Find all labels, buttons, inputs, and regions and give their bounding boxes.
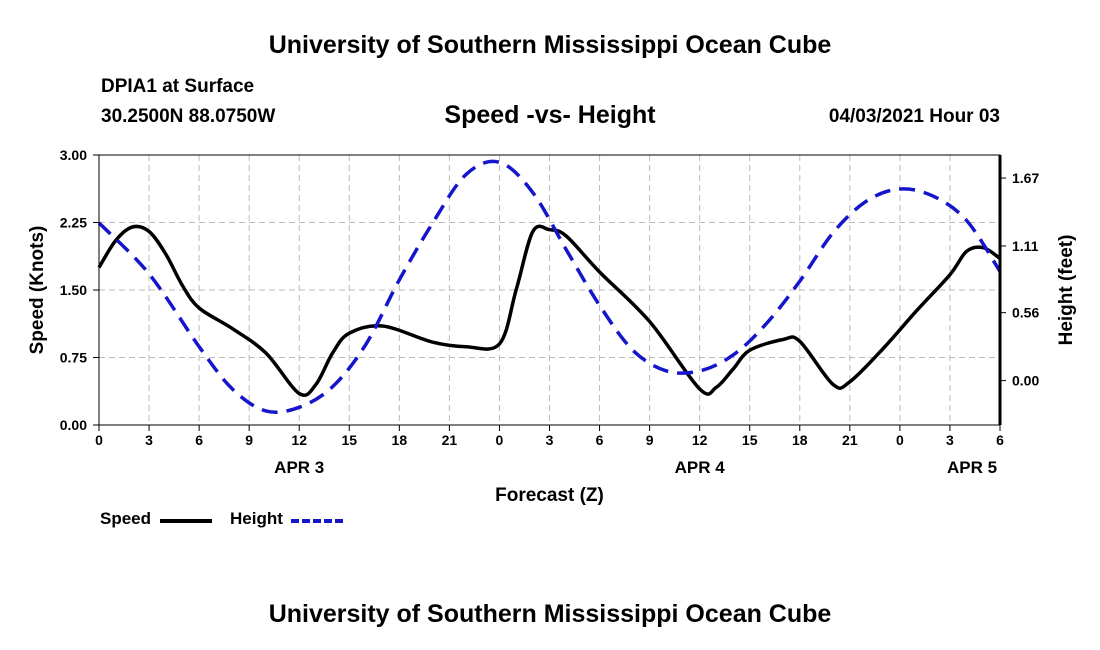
x-axis-label: Forecast (Z) bbox=[495, 485, 604, 506]
x-tick-label: 12 bbox=[692, 432, 708, 448]
series-lines bbox=[97, 159, 1002, 414]
legend-height-label: Height bbox=[230, 509, 283, 528]
coordinates-label: 30.2500N 88.0750W bbox=[101, 106, 276, 127]
x-tick-label: 6 bbox=[195, 432, 203, 448]
y2-tick-label: 1.11 bbox=[1012, 238, 1039, 254]
x-tick-label: 21 bbox=[442, 432, 458, 448]
y2-tick-label: 1.67 bbox=[1012, 170, 1039, 186]
x-tick-label: 18 bbox=[792, 432, 808, 448]
grid-lines bbox=[99, 155, 1000, 425]
y-tick-label: 0.00 bbox=[60, 417, 87, 433]
legend-speed-label: Speed bbox=[100, 509, 152, 528]
x-tick-label: 3 bbox=[145, 432, 153, 448]
x-tick-label: 15 bbox=[742, 432, 758, 448]
header-title: University of Southern Mississippi Ocean… bbox=[268, 31, 832, 59]
y-tick-label: 0.75 bbox=[60, 350, 87, 366]
y-tick-label: 3.00 bbox=[60, 147, 87, 163]
x-tick-label: 3 bbox=[546, 432, 554, 448]
y-axis-label: Speed (Knots) bbox=[27, 226, 48, 355]
x-tick-label: 15 bbox=[341, 432, 357, 448]
speed-series-line bbox=[97, 224, 1002, 398]
y2-tick-label: 0.00 bbox=[1012, 373, 1039, 389]
date-label: APR 5 bbox=[947, 458, 997, 477]
y-tick-label: 2.25 bbox=[60, 215, 87, 231]
forecast-date: 04/03/2021 Hour 03 bbox=[828, 106, 1000, 127]
x-tick-label: 6 bbox=[996, 432, 1004, 448]
x-tick-label: 0 bbox=[896, 432, 904, 448]
chart-title: Speed -vs- Height bbox=[444, 101, 656, 129]
x-tick-label: 9 bbox=[245, 432, 253, 448]
station-label: DPIA1 at Surface bbox=[101, 76, 255, 97]
x-tick-label: 9 bbox=[646, 432, 654, 448]
axes: 0 3 6 9 12 15 18 21 0 3 6 9 12 15 18 21 0 3 6 APR 3 APR 4 APR… bbox=[60, 147, 1040, 477]
date-label: APR 3 bbox=[274, 458, 324, 477]
x-tick-label: 18 bbox=[392, 432, 408, 448]
x-tick-label: 21 bbox=[842, 432, 858, 448]
height-series-line bbox=[97, 159, 1002, 414]
y2-axis-label: Height (feet) bbox=[1056, 235, 1077, 346]
date-label: APR 4 bbox=[675, 458, 726, 477]
x-tick-label: 3 bbox=[946, 432, 954, 448]
x-tick-label: 0 bbox=[95, 432, 103, 448]
y-tick-label: 1.50 bbox=[60, 282, 87, 298]
legend-speed-swatch bbox=[160, 519, 212, 523]
x-tick-label: 0 bbox=[496, 432, 504, 448]
y2-tick-label: 0.56 bbox=[1012, 305, 1039, 321]
legend-height-swatch bbox=[291, 519, 343, 523]
x-tick-label: 6 bbox=[596, 432, 604, 448]
footer-title: University of Southern Mississippi Ocean… bbox=[268, 600, 832, 628]
x-tick-label: 12 bbox=[291, 432, 307, 448]
